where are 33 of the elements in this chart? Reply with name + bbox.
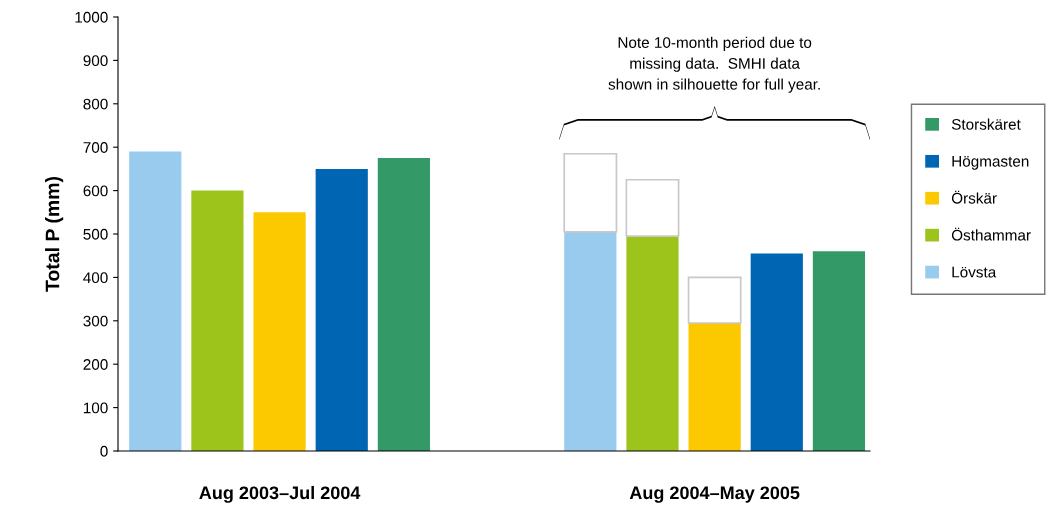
legend-label: Lövsta <box>952 266 997 278</box>
bar <box>812 251 866 451</box>
text: Aug 2004–May 2005 <box>629 486 800 503</box>
annotation: Note 10-month period due to missing data. SMHI data shown in silhouette for full year. <box>608 36 820 93</box>
bar <box>315 168 368 451</box>
bar <box>750 253 803 451</box>
bar <box>377 158 430 451</box>
bar <box>129 151 182 451</box>
y-tick-label: 700 <box>83 142 108 153</box>
y-axis-title: Total P (mm) <box>45 176 64 292</box>
legend-label: Örskär <box>951 190 997 204</box>
bar <box>191 190 244 451</box>
y-tick-label: 600 <box>83 185 108 197</box>
bar <box>253 212 306 451</box>
bar <box>688 322 741 451</box>
bar <box>625 178 680 238</box>
y-tick-label: 900 <box>83 55 108 67</box>
y-tick-label: 1000 <box>75 11 108 23</box>
y-tick-label: 300 <box>83 315 108 327</box>
y-tick-label: 500 <box>83 228 108 240</box>
text: Aug 2003–Jul 2004 <box>199 485 361 503</box>
legend-label: Högmasten <box>952 156 1029 170</box>
bar <box>563 152 618 233</box>
y-tick-label: 0 <box>100 445 108 457</box>
legend-label: Storskäret <box>951 118 1021 130</box>
y-tick-label: 800 <box>83 98 108 110</box>
y-tick-label: 400 <box>83 272 108 284</box>
y-tick-label: 200 <box>83 359 108 370</box>
legend-label: Östhammar <box>951 227 1031 241</box>
y-tick-label: 100 <box>83 402 108 414</box>
bar <box>564 231 617 451</box>
bar <box>626 236 679 451</box>
bar <box>687 276 742 324</box>
